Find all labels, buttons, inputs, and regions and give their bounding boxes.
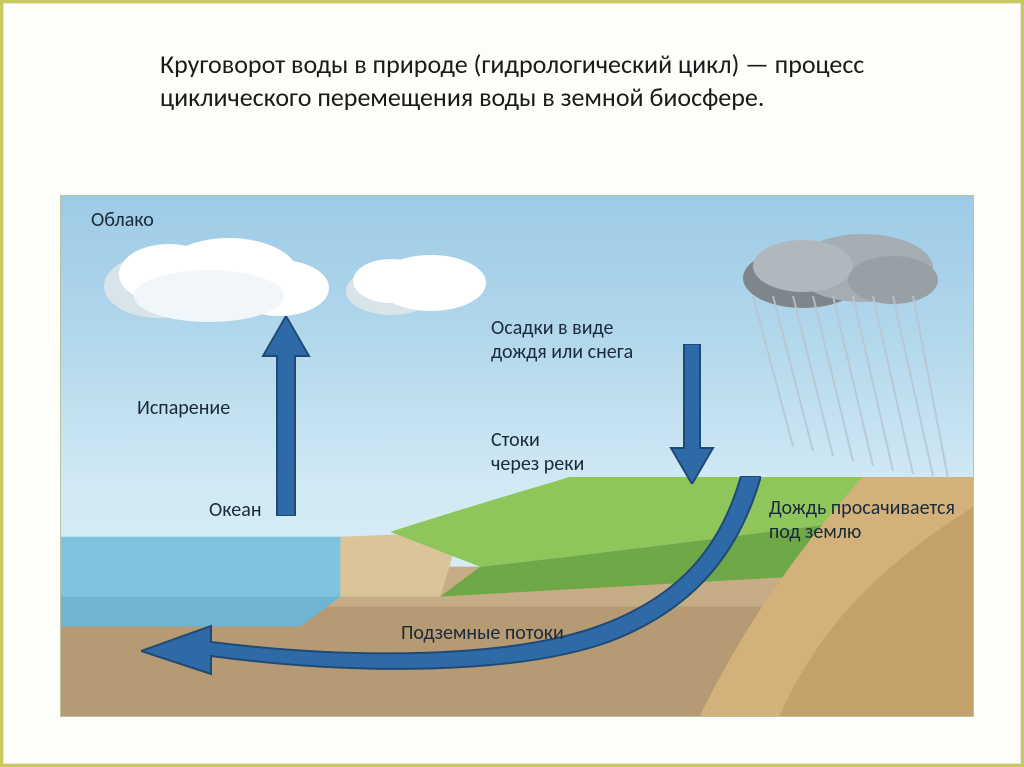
label-precipitation: Осадки в виде дождя или снега <box>491 316 633 364</box>
label-precip-l2: дождя или снега <box>491 340 633 364</box>
label-evaporation: Испарение <box>137 396 230 420</box>
label-cloud: Облако <box>91 208 154 232</box>
label-infil-l1: Дождь просачивается <box>769 496 955 520</box>
label-ocean: Океан <box>209 498 262 522</box>
label-groundwater: Подземные потоки <box>401 621 564 645</box>
label-runoff: Стоки через реки <box>491 428 584 476</box>
title-text: Круговорот воды в природе (гидрологическ… <box>160 48 864 113</box>
label-runoff-l1: Стоки <box>491 428 540 452</box>
slide-title: Круговорот воды в природе (гидрологическ… <box>160 48 964 113</box>
label-infil-l2: под землю <box>769 520 862 544</box>
label-runoff-l2: через реки <box>491 452 584 476</box>
water-cycle-diagram: Облако Испарение Океан Осадки в виде дож… <box>60 195 974 717</box>
label-precip-l1: Осадки в виде <box>491 316 613 340</box>
label-groundwater-text: Подземные потоки <box>401 621 564 645</box>
label-cloud-text: Облако <box>91 208 154 232</box>
label-infiltrate: Дождь просачивается под землю <box>769 496 955 544</box>
label-evaporation-text: Испарение <box>137 396 230 420</box>
label-ocean-text: Океан <box>209 498 262 522</box>
